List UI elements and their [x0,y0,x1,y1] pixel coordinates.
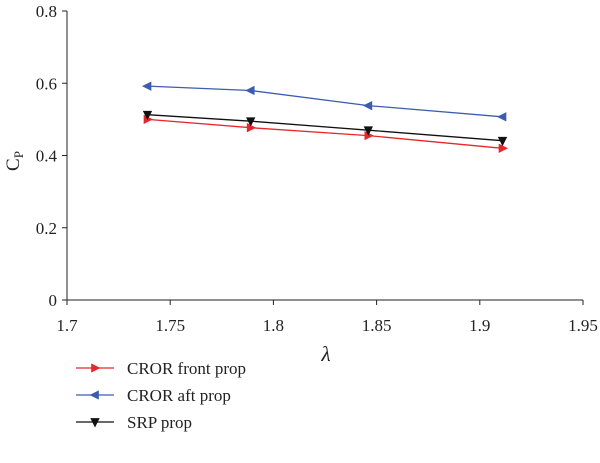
data-point-cror-aft-prop [497,112,507,122]
legend-label: CROR aft prop [127,386,231,405]
series-cror-front-prop [143,114,509,153]
y-tick-label: 0 [49,291,58,310]
y-tick-label: 0.4 [36,147,58,166]
legend-label: CROR front prop [127,359,246,378]
x-tick-label: 1.75 [155,316,185,335]
y-tick-label: 0.2 [36,219,57,238]
x-axis-label: λ [320,342,330,366]
legend-marker [90,418,100,428]
x-tick-label: 1.95 [568,316,598,335]
legend-item-cror-front-prop: CROR front prop [76,359,246,378]
x-tick-label: 1.85 [362,316,392,335]
legend-label: SRP prop [127,413,192,432]
plot-axes [66,11,583,301]
y-axis-label: CP [3,151,26,171]
y-tick-label: 0.8 [36,2,57,21]
series-cror-aft-prop [141,81,507,122]
x-axis-ticks: 1.7 1.75 1.8 1.85 1.9 1.95 [56,300,598,335]
x-tick-label: 1.7 [56,316,78,335]
data-point-srp-prop [497,136,508,147]
x-tick-label: 1.8 [263,316,284,335]
data-series [141,81,509,153]
data-point-cror-front-prop [498,143,509,153]
legend-item-cror-aft-prop: CROR aft prop [76,386,231,405]
series-line-cror-front-prop [147,118,503,149]
y-axis-ticks: 0 0.2 0.4 0.6 0.8 [36,2,67,310]
axis-labels: λ CP [3,151,331,366]
data-point-srp-prop [142,110,153,121]
data-point-cror-front-prop [364,130,374,141]
series-line-srp-prop [147,114,503,142]
data-point-cror-aft-prop [362,100,373,111]
series-srp-prop [142,110,508,147]
data-point-cror-aft-prop [141,81,152,91]
y-axis-label-sub: P [11,151,26,158]
legend: CROR front prop CROR aft prop SRP prop [76,359,246,432]
y-axis-label-base: C [3,158,24,171]
legend-marker [91,363,101,373]
data-point-cror-front-prop [246,123,257,133]
data-point-cror-aft-prop [245,85,255,96]
legend-marker [89,390,99,400]
legend-item-srp-prop: SRP prop [76,413,192,432]
data-point-srp-prop [363,126,374,136]
data-point-srp-prop [246,117,256,127]
y-tick-label: 0.6 [36,74,57,93]
x-tick-label: 1.9 [469,316,490,335]
series-line-cror-aft-prop [147,85,503,118]
